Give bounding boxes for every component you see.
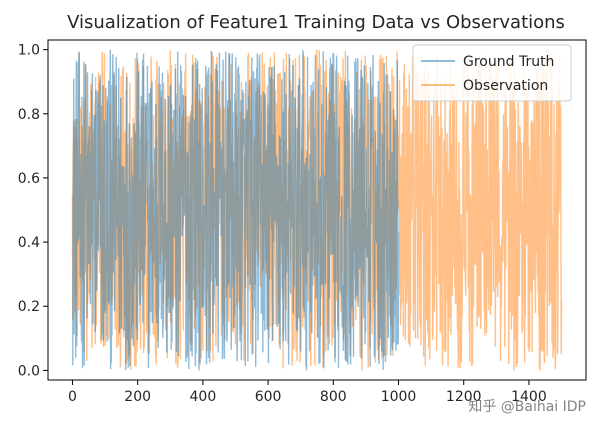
legend-label-observation: Observation xyxy=(463,78,548,94)
legend-label-ground-truth: Ground Truth xyxy=(463,54,554,70)
y-tick-label: 0.0 xyxy=(18,363,40,379)
series-layer xyxy=(71,49,563,371)
x-tick-label: 0 xyxy=(68,389,77,405)
x-tick-label: 600 xyxy=(255,389,282,405)
plot-frame xyxy=(47,39,587,381)
x-tick-label: 1000 xyxy=(381,389,417,405)
y-axis: 0.0 0.2 0.4 0.6 0.8 1.0 xyxy=(18,43,48,379)
series-line-observation xyxy=(71,49,563,371)
watermark: 知乎 @Baihai IDP xyxy=(468,399,586,415)
x-tick-label: 400 xyxy=(190,389,217,405)
chart-title: Visualization of Feature1 Training Data … xyxy=(67,12,565,33)
legend-box xyxy=(412,44,572,102)
y-tick-label: 0.4 xyxy=(18,235,40,251)
x-axis: 0 200 400 600 800 1000 1200 1400 xyxy=(68,380,547,405)
x-tick-label: 1400 xyxy=(511,389,547,405)
x-tick-label: 200 xyxy=(124,389,151,405)
y-tick-label: 0.6 xyxy=(18,171,40,187)
y-tick-label: 1.0 xyxy=(18,43,40,59)
x-tick-label: 800 xyxy=(320,389,347,405)
legend: Ground Truth Observation xyxy=(412,44,572,102)
x-tick-label: 1200 xyxy=(446,389,482,405)
y-tick-label: 0.2 xyxy=(18,299,40,315)
series-line-ground-truth xyxy=(71,49,400,371)
y-tick-label: 0.8 xyxy=(18,107,40,123)
